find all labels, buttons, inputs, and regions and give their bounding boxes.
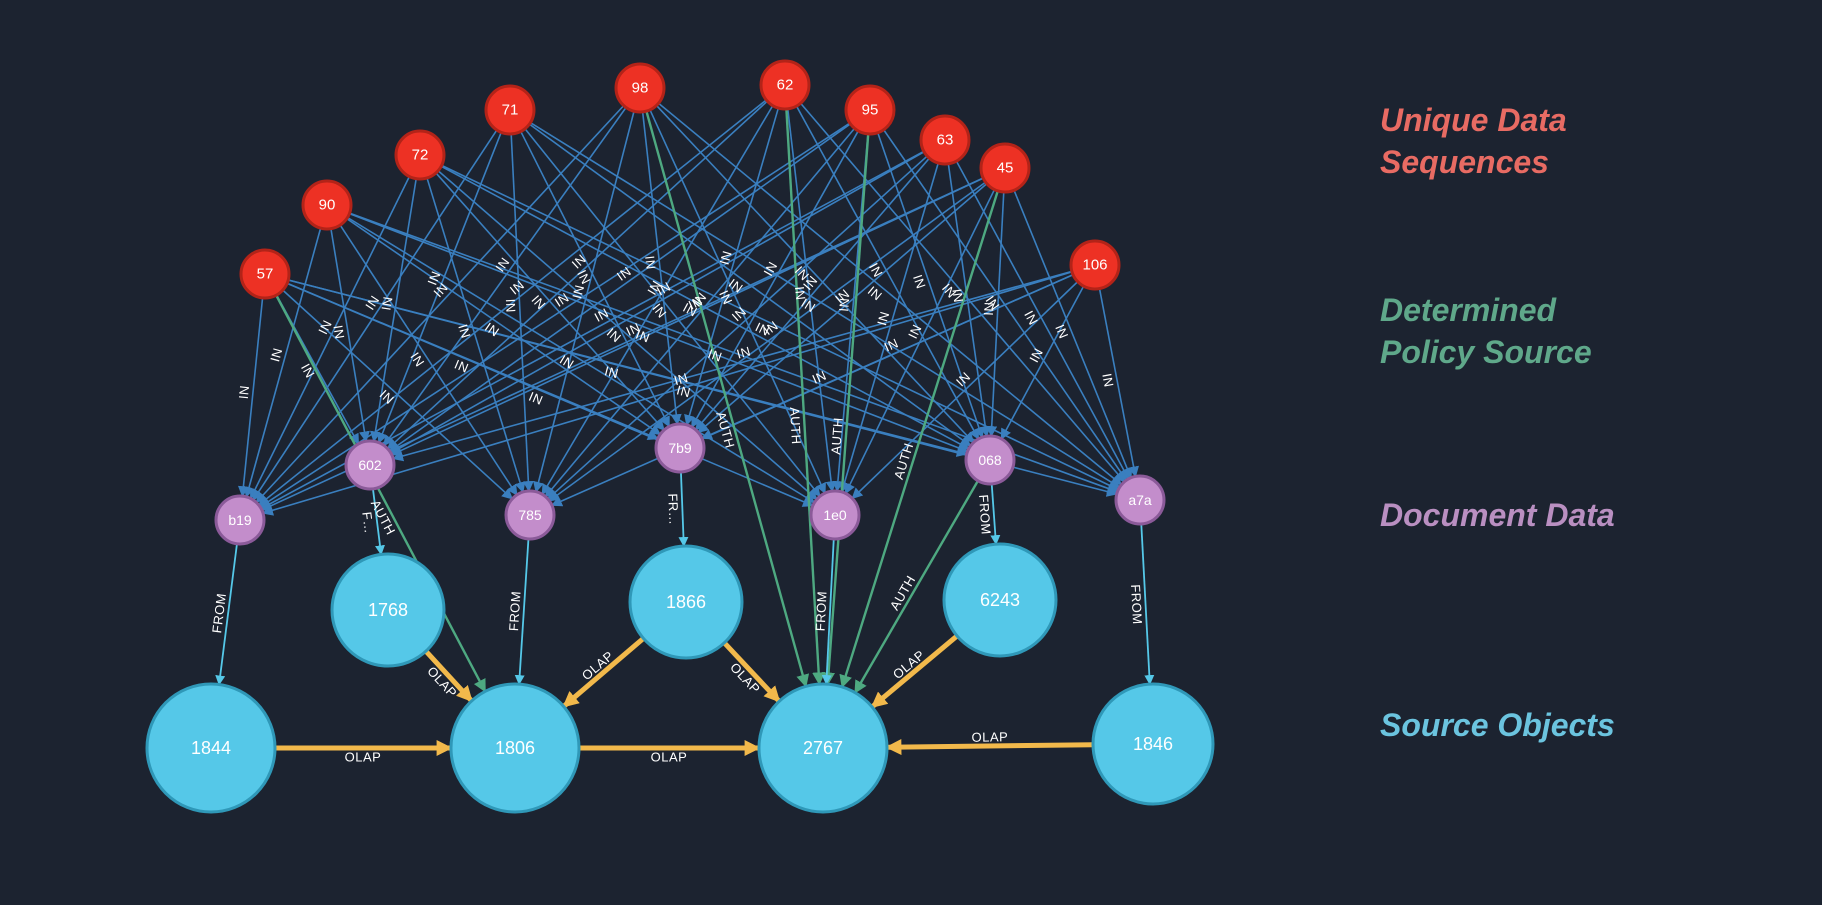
edge <box>1014 190 1131 478</box>
edge <box>564 638 644 706</box>
node-pb19[interactable]: b19 <box>216 496 264 544</box>
edge-label: IN <box>642 255 658 271</box>
node-c1846[interactable]: 1846 <box>1093 684 1213 804</box>
node-pa7a[interactable]: a7a <box>1116 476 1164 524</box>
edge <box>828 134 869 684</box>
node-label: 71 <box>502 102 519 119</box>
legend-item: Unique DataSequences <box>1380 100 1567 183</box>
edge-label: AUTH <box>787 407 804 445</box>
node-label: 1768 <box>368 600 408 620</box>
edge-label: IN <box>378 295 395 311</box>
node-label: 45 <box>997 160 1014 177</box>
edge-label: OLAP <box>971 729 1008 744</box>
node-p1e0[interactable]: 1e0 <box>811 491 859 539</box>
node-label: 95 <box>862 102 879 119</box>
node-p785[interactable]: 785 <box>506 491 554 539</box>
node-c1844[interactable]: 1844 <box>147 684 275 812</box>
node-c1866[interactable]: 1866 <box>630 546 742 658</box>
node-label: 106 <box>1082 257 1107 274</box>
legend-item: Document Data <box>1380 495 1615 537</box>
edge-label: FROM <box>813 591 830 632</box>
node-label: 1806 <box>495 738 535 758</box>
edge-label: FROM <box>506 590 524 631</box>
edge-labels-layer: ININININININININININININININININININININ… <box>209 249 1145 765</box>
edge-label: IN <box>649 301 669 321</box>
node-r57[interactable]: 57 <box>241 250 289 298</box>
node-label: 1e0 <box>823 507 847 523</box>
node-label: 98 <box>632 80 649 97</box>
node-label: 1844 <box>191 738 231 758</box>
edge-label: OLAP <box>345 750 382 765</box>
edge-label: FROM <box>1128 584 1145 625</box>
edge-label: IN <box>874 310 892 328</box>
node-c1768[interactable]: 1768 <box>332 554 444 666</box>
node-r71[interactable]: 71 <box>486 86 534 134</box>
edge <box>872 636 957 707</box>
edge-label: IN <box>1099 372 1116 389</box>
edge-label: IN <box>949 288 966 304</box>
node-c2767[interactable]: 2767 <box>759 684 887 812</box>
node-r63[interactable]: 63 <box>921 116 969 164</box>
node-label: 6243 <box>980 590 1020 610</box>
edge-label: IN <box>981 301 997 316</box>
edge-label: IN <box>267 346 285 363</box>
node-c1806[interactable]: 1806 <box>451 684 579 812</box>
node-label: a7a <box>1128 492 1152 508</box>
edge-label: IN <box>482 319 502 339</box>
node-label: 785 <box>518 507 542 523</box>
edge-label: IN <box>236 384 252 399</box>
node-label: 62 <box>777 77 794 94</box>
edge-label: IN <box>614 263 634 283</box>
edge <box>956 161 1128 479</box>
edge <box>887 745 1093 747</box>
node-r98[interactable]: 98 <box>616 64 664 112</box>
edge-label: IN <box>910 273 929 291</box>
node-label: 1866 <box>666 592 706 612</box>
edge-label: OLAP <box>651 750 688 765</box>
edge-label: AUTH <box>828 417 846 455</box>
node-p068[interactable]: 068 <box>966 436 1014 484</box>
edge-label: AUTH <box>713 410 737 450</box>
nodes-layer: 57 90 72 71 98 62 95 63 45 106 b19 602 785 7b9 1e0 068 a… <box>147 61 1213 812</box>
node-r106[interactable]: 106 <box>1071 241 1119 289</box>
node-r62[interactable]: 62 <box>761 61 809 109</box>
edge-label: F… <box>359 511 377 535</box>
edge-label: FR… <box>665 493 681 525</box>
node-label: 63 <box>937 132 954 149</box>
node-label: 7b9 <box>668 440 692 456</box>
edge-label: FROM <box>976 494 994 535</box>
node-r72[interactable]: 72 <box>396 131 444 179</box>
edge-label: IN <box>717 249 735 267</box>
legend-item: DeterminedPolicy Source <box>1380 290 1592 373</box>
edge <box>442 165 1119 489</box>
node-label: 57 <box>257 266 274 283</box>
edge-label: IN <box>604 325 624 346</box>
node-label: 068 <box>978 452 1002 468</box>
node-c6243[interactable]: 6243 <box>944 544 1056 656</box>
legend-item: Source Objects <box>1380 705 1615 747</box>
node-label: 602 <box>358 457 382 473</box>
node-r90[interactable]: 90 <box>303 181 351 229</box>
node-p7b9[interactable]: 7b9 <box>656 424 704 472</box>
edge-label: IN <box>455 322 473 340</box>
node-label: 1846 <box>1133 734 1173 754</box>
node-p602[interactable]: 602 <box>346 441 394 489</box>
edge-label: IN <box>528 292 549 312</box>
node-label: 90 <box>319 197 336 214</box>
node-label: b19 <box>228 512 252 528</box>
node-r95[interactable]: 95 <box>846 86 894 134</box>
edge <box>1001 286 1083 439</box>
edge-label: IN <box>503 298 519 313</box>
node-r45[interactable]: 45 <box>981 144 1029 192</box>
node-label: 2767 <box>803 738 843 758</box>
node-label: 72 <box>412 147 429 164</box>
